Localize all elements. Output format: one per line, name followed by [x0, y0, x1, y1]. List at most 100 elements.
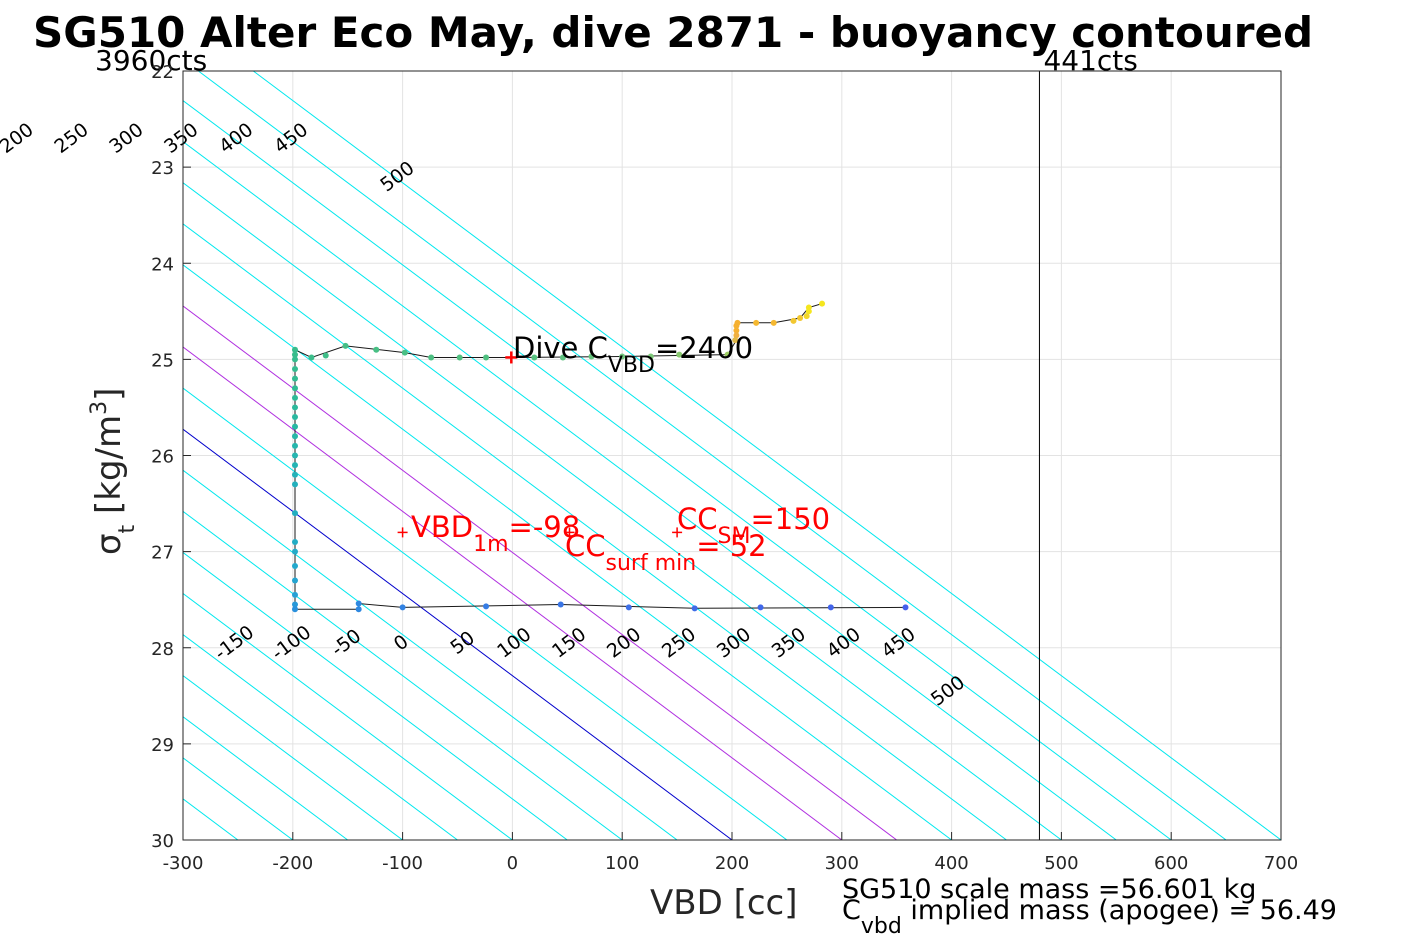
data-point — [732, 337, 739, 344]
data-point — [355, 600, 362, 607]
contour-label: 250 — [50, 119, 92, 158]
data-point — [291, 601, 298, 608]
data-point — [456, 354, 463, 361]
contour-label: 150 — [548, 623, 590, 662]
data-point — [291, 346, 298, 353]
cc-sm-value: =150 — [750, 502, 830, 536]
cc-sm-sub: SM — [718, 524, 751, 549]
contour-line — [183, 675, 403, 840]
contour-label: 200 — [603, 623, 645, 662]
data-point — [399, 604, 406, 611]
contour-line — [183, 223, 1007, 840]
dive-cvbd-annotation: Dive CVBD=2400 — [513, 331, 753, 378]
vbd-1m-annotation: VBD1m=-98 — [411, 510, 580, 557]
data-point — [291, 365, 298, 372]
vbd-limit-lines: 3960cts 441cts — [95, 44, 1138, 840]
data-point — [790, 317, 797, 324]
data-point — [724, 351, 731, 358]
contour-label: 400 — [823, 623, 865, 662]
x-tick-label: 100 — [605, 853, 639, 874]
chart-title: SG510 Alter Eco May, dive 2871 - buoyanc… — [33, 8, 1313, 57]
x-tick-label: -200 — [272, 853, 313, 874]
contour-line — [183, 182, 1062, 840]
contour-line — [252, 71, 1281, 840]
x-tick-label: 600 — [1154, 853, 1188, 874]
data-point — [291, 510, 298, 517]
contour-label: 250 — [658, 623, 700, 662]
data-point — [291, 591, 298, 598]
contour-label: 300 — [105, 119, 147, 158]
y-tick-label: 26 — [151, 447, 174, 468]
data-point — [291, 394, 298, 401]
y-tick-label: 22 — [151, 62, 174, 83]
data-point — [428, 354, 435, 361]
data-point — [770, 319, 777, 326]
data-point — [803, 313, 810, 320]
data-point — [557, 601, 564, 608]
data-point — [291, 606, 298, 613]
data-point — [902, 604, 909, 611]
y-tick-label: 30 — [151, 831, 174, 852]
implied-mass-prefix: C — [842, 895, 861, 926]
vbd-1m-sub: 1m — [473, 532, 508, 557]
data-point — [342, 342, 349, 349]
contour-line — [183, 633, 458, 840]
y-axis-symbol: σ — [89, 533, 129, 555]
x-tick-labels: -300 -200 -100 0 100 200 300 400 500 600 700 — [163, 832, 1298, 874]
contour-label: 200 — [0, 119, 38, 158]
implied-mass-value: implied mass (apogee) = 56.49 — [902, 895, 1337, 926]
cc-sm-annotation: CCSM=150 — [677, 502, 830, 549]
data-point — [291, 471, 298, 478]
y-axis-label: σt [kg/m3] — [87, 388, 140, 555]
y-axis-close: ] — [89, 388, 129, 401]
data-point — [291, 452, 298, 459]
contour-line — [183, 346, 843, 840]
y-axis-subscript: t — [115, 524, 140, 533]
data-point — [291, 539, 298, 546]
data-point — [373, 346, 380, 353]
contour-label: 50 — [446, 627, 479, 659]
x-tick-label: 200 — [715, 853, 749, 874]
data-point — [625, 604, 632, 611]
x-axis-label: VBD [cc] — [650, 883, 798, 923]
data-point — [819, 300, 826, 307]
contour-label: 0 — [390, 631, 413, 656]
data-point — [355, 606, 362, 613]
contour-label: 300 — [713, 623, 755, 662]
data-point — [733, 332, 740, 339]
x-tick-label: 400 — [934, 853, 968, 874]
data-point — [291, 442, 298, 449]
dive-cvbd-value: =2400 — [655, 331, 753, 365]
data-point — [733, 322, 740, 329]
cc-surf-min-annotation: CCsurf min= 52 — [565, 529, 767, 576]
data-point — [291, 563, 298, 570]
contour-line — [183, 469, 678, 840]
data-point — [291, 351, 298, 358]
plus-marker — [564, 527, 575, 538]
contour-line — [183, 428, 733, 840]
data-point — [647, 353, 654, 360]
data-point — [483, 603, 490, 610]
vbd-1m-prefix: VBD — [411, 510, 473, 544]
x-tick-label: -300 — [163, 853, 204, 874]
implied-mass-sub: vbd — [861, 914, 902, 939]
scale-mass-text: SG510 scale mass =56.601 kg — [842, 874, 1256, 905]
data-point — [559, 354, 566, 361]
contour-label: 450 — [877, 623, 919, 662]
y-tick-label: 23 — [151, 158, 174, 179]
contour-label: 350 — [768, 623, 810, 662]
x-tick-label: 300 — [825, 853, 859, 874]
cc-surf-min-prefix: CC — [565, 529, 606, 563]
contour-label: -100 — [268, 621, 316, 664]
implied-mass-text: Cvbd implied mass (apogee) = 56.49 — [842, 895, 1337, 939]
y-tick-label: 24 — [151, 254, 174, 275]
y-axis-superscript: 3 — [87, 401, 112, 415]
data-point — [291, 414, 298, 421]
data-point — [401, 349, 408, 356]
data-point — [291, 577, 298, 584]
data-point — [531, 354, 538, 361]
contour-line — [183, 387, 788, 840]
y-tick-label: 28 — [151, 639, 174, 660]
data-point — [308, 354, 315, 361]
